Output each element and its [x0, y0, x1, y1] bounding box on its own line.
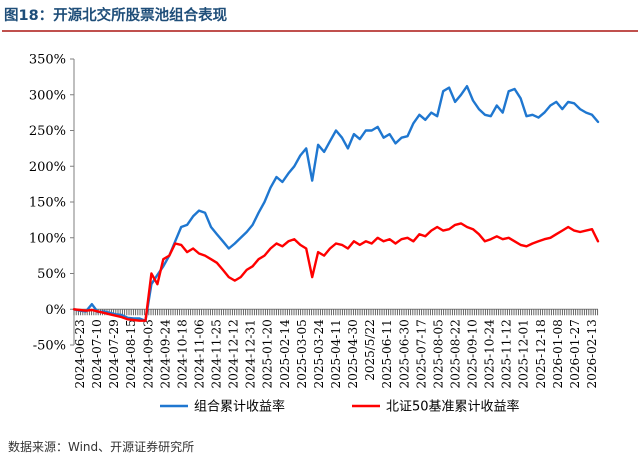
x-tick-label: 2024-12-12 — [227, 319, 241, 388]
x-tick-label: 2025-03-24 — [312, 319, 326, 389]
x-tick-label: 2025-08-22 — [448, 319, 462, 388]
x-tick-label: 2025-08-05 — [431, 319, 445, 388]
x-tick-label: 2025-09-10 — [466, 319, 480, 388]
title-rule — [2, 30, 638, 32]
x-tick-label: 2026-02-13 — [585, 319, 599, 388]
x-tick-label: 2024-07-10 — [90, 319, 104, 388]
x-tick-label: 2024-06-23 — [73, 319, 87, 388]
y-tick-label: 0% — [45, 303, 66, 318]
y-tick-label: 50% — [37, 267, 66, 282]
x-tick-label: 2025/5/22 — [363, 319, 377, 381]
x-tick-label: 2024-11-06 — [192, 319, 206, 388]
y-tick-label: -50% — [33, 339, 66, 354]
series-layer — [72, 85, 600, 322]
x-tick-label: 2025-04-11 — [329, 319, 343, 388]
x-tick-label: 2026-01-08 — [551, 319, 565, 388]
x-tick-label: 2024-09-03 — [141, 319, 155, 388]
y-tick-label: 350% — [29, 53, 66, 68]
x-tick-label: 2025-06-30 — [397, 319, 411, 388]
x-tick-label: 2024-11-25 — [210, 319, 224, 388]
x-tick-label: 2024-07-29 — [107, 319, 121, 388]
x-tick-label: 2025-02-14 — [278, 319, 292, 389]
y-tick-label: 200% — [29, 160, 66, 175]
series-line-benchmark — [72, 222, 600, 322]
x-tick-label: 2025-06-11 — [380, 319, 394, 388]
y-tick-label: 250% — [29, 124, 66, 139]
source-note: 数据来源：Wind、开源证券研究所 — [8, 440, 195, 454]
y-tick-label: 100% — [29, 231, 66, 246]
x-tick-label: 2024-09-24 — [158, 319, 172, 389]
x-tick-label: 2026-01-27 — [568, 319, 582, 388]
x-tick-label: 2025-04-30 — [346, 319, 360, 388]
x-tick-label: 2025-03-05 — [295, 319, 309, 388]
y-tick-label: 300% — [29, 88, 66, 103]
x-axis: 2024-06-23 2024-07-10 2024-07-29 2024-08-15… — [73, 308, 599, 389]
x-tick-label: 2025-12-18 — [534, 319, 548, 388]
x-tick-label: 2024-08-15 — [124, 319, 138, 388]
x-tick-label: 2025-11-12 — [500, 319, 514, 388]
legend-label-benchmark: 北证50基准累计收益率 — [386, 399, 520, 415]
x-minor-ticks — [73, 309, 599, 316]
series-line-portfolio — [72, 85, 600, 322]
legend: 组合累计收益率 北证50基准累计收益率 — [160, 399, 520, 415]
figure-title: 图18：开源北交所股票池组合表现 — [4, 8, 228, 24]
x-tick-label: 2025-07-17 — [414, 319, 428, 388]
y-tick-label: 150% — [29, 196, 66, 211]
y-axis: -50% 0% 50% 100% 150% 200% 250% 300% 350% — [29, 53, 75, 354]
x-tick-label: 2024-12-31 — [244, 319, 258, 388]
legend-label-portfolio: 组合累计收益率 — [194, 399, 285, 415]
x-tick-label: 2025-01-20 — [261, 319, 275, 388]
x-tick-label: 2024-10-18 — [175, 319, 189, 388]
line-chart: -50% 0% 50% 100% 150% 200% 250% 300% 350% 2024-0… — [29, 53, 600, 415]
x-tick-label: 2025-10-24 — [483, 319, 497, 389]
x-tick-label: 2025-12-01 — [517, 319, 531, 388]
